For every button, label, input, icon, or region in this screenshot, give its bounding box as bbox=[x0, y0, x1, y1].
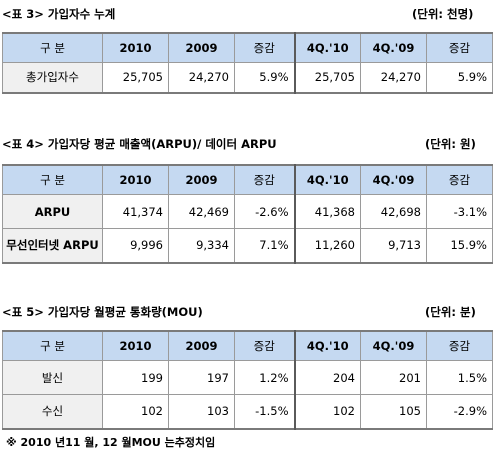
row-label: 발신 bbox=[2, 360, 103, 395]
header-4q09: 4Q.'09 bbox=[360, 32, 427, 63]
cell: 41,374 bbox=[102, 194, 169, 229]
cell: 9,334 bbox=[168, 228, 235, 263]
cell: -3.1% bbox=[426, 194, 493, 229]
table3-unit: (단위: 천명) bbox=[412, 7, 474, 21]
table5-header-row: 구 분 2010 2009 증감 4Q.'10 4Q.'09 증감 bbox=[2, 330, 493, 361]
table4-title: <표 4> 가입자당 평균 매출액(ARPU)/ 데이터 ARPU bbox=[2, 137, 277, 151]
table-row: 무선인터넷 ARPU 9,996 9,334 7.1% 11,260 9,713… bbox=[2, 228, 493, 263]
cell: 102 bbox=[293, 394, 361, 429]
cell: -1.5% bbox=[234, 394, 295, 429]
row-label: 총가입자수 bbox=[2, 62, 103, 93]
header-change-q: 증감 bbox=[426, 330, 493, 361]
header-2009: 2009 bbox=[168, 330, 235, 361]
cell: 199 bbox=[102, 360, 169, 395]
header-4q10: 4Q.'10 bbox=[293, 32, 361, 63]
header-4q10: 4Q.'10 bbox=[293, 330, 361, 361]
header-2010: 2010 bbox=[102, 32, 169, 63]
cell: -2.9% bbox=[426, 394, 493, 429]
cell: 24,270 bbox=[168, 62, 235, 93]
header-category: 구 분 bbox=[2, 32, 103, 63]
cell: 5.9% bbox=[426, 62, 493, 93]
cell: 41,368 bbox=[293, 194, 361, 229]
row-label: 무선인터넷 ARPU bbox=[2, 228, 103, 263]
table-row: 수신 102 103 -1.5% 102 105 -2.9% bbox=[2, 394, 493, 429]
header-4q10: 4Q.'10 bbox=[293, 164, 361, 195]
cell: 197 bbox=[168, 360, 235, 395]
cell: 105 bbox=[360, 394, 427, 429]
table-row: 발신 199 197 1.2% 204 201 1.5% bbox=[2, 360, 493, 395]
cell: 9,713 bbox=[360, 228, 427, 263]
header-change-q: 증감 bbox=[426, 32, 493, 63]
table5-unit: (단위: 분) bbox=[425, 305, 476, 319]
cell: 24,270 bbox=[360, 62, 427, 93]
cell: 15.9% bbox=[426, 228, 493, 263]
cell: 5.9% bbox=[234, 62, 295, 93]
cell: 7.1% bbox=[234, 228, 295, 263]
cell: 204 bbox=[293, 360, 361, 395]
footnote: ※ 2010 년11 월, 12 월MOU 는추정치임 bbox=[6, 436, 216, 449]
cell: 1.2% bbox=[234, 360, 295, 395]
cell: 42,469 bbox=[168, 194, 235, 229]
header-category: 구 분 bbox=[2, 330, 103, 361]
cell: -2.6% bbox=[234, 194, 295, 229]
table5: 구 분 2010 2009 증감 4Q.'10 4Q.'09 증감 발신 199… bbox=[2, 330, 493, 430]
cell: 42,698 bbox=[360, 194, 427, 229]
cell: 25,705 bbox=[293, 62, 361, 93]
cell: 9,996 bbox=[102, 228, 169, 263]
table3-header-row: 구 분 2010 2009 증감 4Q.'10 4Q.'09 증감 bbox=[2, 32, 493, 63]
header-change: 증감 bbox=[234, 164, 295, 195]
cell: 1.5% bbox=[426, 360, 493, 395]
table3-title: <표 3> 가입자수 누계 bbox=[2, 7, 116, 21]
table4: 구 분 2010 2009 증감 4Q.'10 4Q.'09 증감 ARPU 4… bbox=[2, 164, 493, 264]
header-4q09: 4Q.'09 bbox=[360, 330, 427, 361]
header-change: 증감 bbox=[234, 32, 295, 63]
header-2010: 2010 bbox=[102, 330, 169, 361]
table4-header-row: 구 분 2010 2009 증감 4Q.'10 4Q.'09 증감 bbox=[2, 164, 493, 195]
table3: 구 분 2010 2009 증감 4Q.'10 4Q.'09 증감 총가입자수 … bbox=[2, 32, 493, 94]
table5-title: <표 5> 가입자당 월평균 통화량(MOU) bbox=[2, 305, 203, 319]
header-change-q: 증감 bbox=[426, 164, 493, 195]
cell: 102 bbox=[102, 394, 169, 429]
header-2010: 2010 bbox=[102, 164, 169, 195]
cell: 201 bbox=[360, 360, 427, 395]
header-2009: 2009 bbox=[168, 32, 235, 63]
table-row: ARPU 41,374 42,469 -2.6% 41,368 42,698 -… bbox=[2, 194, 493, 229]
cell: 11,260 bbox=[293, 228, 361, 263]
header-change: 증감 bbox=[234, 330, 295, 361]
table4-unit: (단위: 원) bbox=[425, 137, 476, 151]
header-4q09: 4Q.'09 bbox=[360, 164, 427, 195]
cell: 103 bbox=[168, 394, 235, 429]
row-label: 수신 bbox=[2, 394, 103, 429]
row-label: ARPU bbox=[2, 194, 103, 229]
cell: 25,705 bbox=[102, 62, 169, 93]
header-category: 구 분 bbox=[2, 164, 103, 195]
table-row: 총가입자수 25,705 24,270 5.9% 25,705 24,270 5… bbox=[2, 62, 493, 93]
header-2009: 2009 bbox=[168, 164, 235, 195]
